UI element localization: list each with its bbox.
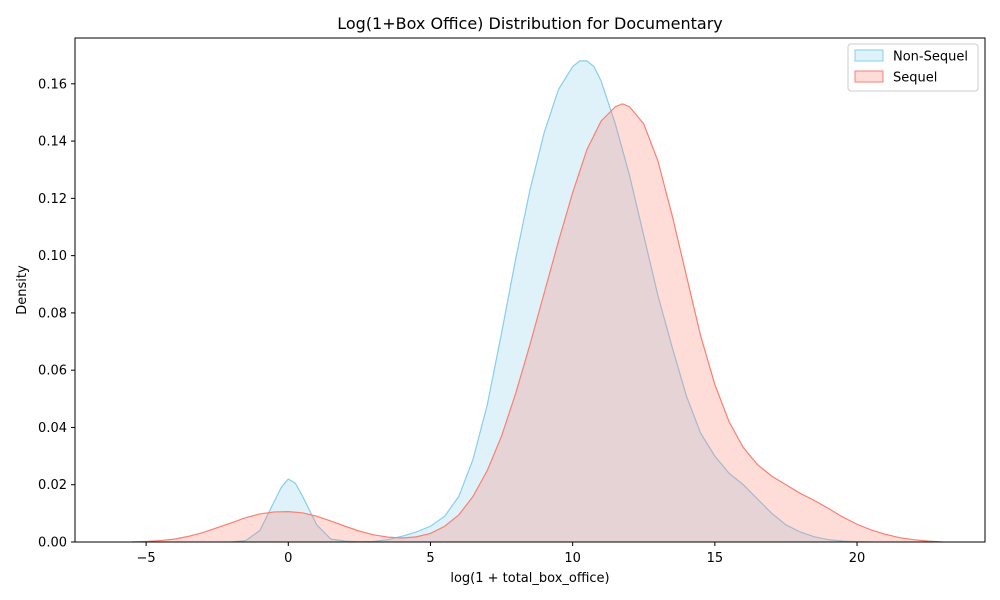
chart-title: Log(1+Box Office) Distribution for Docum…: [337, 14, 723, 33]
series-line-non-sequel: [231, 60, 872, 543]
x-tick-label: 0: [284, 551, 292, 566]
x-tick-label: 10: [564, 551, 581, 566]
legend-box: [847, 43, 979, 92]
y-tick-label: 0.14: [38, 135, 67, 150]
plot-frame: [74, 37, 986, 543]
series-area-sequel: [131, 103, 943, 543]
y-tick-label: 0.04: [38, 421, 67, 436]
legend-label-non-sequel: Non-Sequel: [893, 50, 968, 65]
y-tick-label: 0.12: [38, 192, 67, 207]
x-tick-label: 15: [707, 551, 724, 566]
legend-swatch-non-sequel: [854, 49, 884, 62]
x-tick-label: −5: [137, 551, 156, 566]
series-area-non-sequel: [231, 60, 872, 542]
legend-label-sequel: Sequel: [893, 71, 937, 86]
y-tick-label: 0.16: [38, 77, 67, 92]
y-tick-label: 0.08: [38, 306, 67, 321]
y-tick-label: 0.02: [38, 478, 67, 493]
x-axis-label: log(1 + total_box_office): [450, 571, 609, 586]
x-axis: −5 0 5 10 15 20: [137, 542, 866, 566]
y-tick-label: 0.06: [38, 364, 67, 379]
y-tick-label: 0.10: [38, 249, 67, 264]
y-axis: 0.00 0.02 0.04 0.06 0.08 0.10 0.12 0.14 0.16: [38, 77, 75, 551]
x-tick-label: 5: [426, 551, 434, 566]
y-tick-label: 0.00: [38, 536, 67, 551]
series-line-sequel: [131, 103, 943, 543]
x-tick-label: 20: [849, 551, 866, 566]
y-axis-label: Density: [15, 265, 30, 315]
series-layer: [131, 60, 943, 543]
legend-swatch-sequel: [854, 70, 884, 83]
legend: Non-Sequel Sequel: [847, 43, 979, 92]
